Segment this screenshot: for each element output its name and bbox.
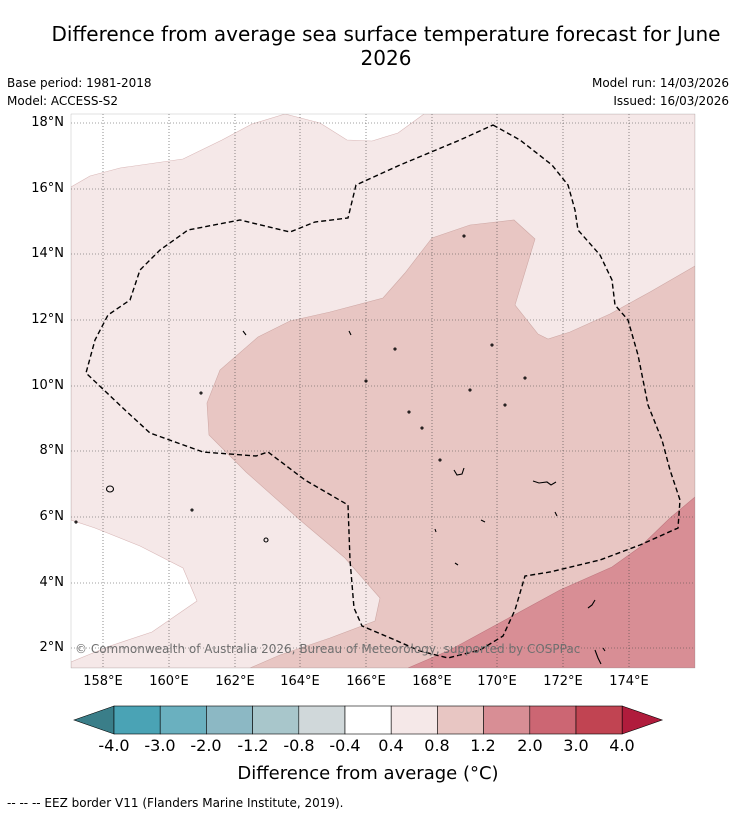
colorbar-segment (298, 705, 346, 735)
colorbar-label: 1.2 (470, 736, 496, 755)
lat-label-14N: 14°N (31, 246, 64, 261)
colorbar-label: 3.0 (563, 736, 589, 755)
plot-frame (70, 113, 696, 669)
colorbar-label: -4.0 (98, 736, 130, 755)
colorbar-segment (529, 705, 577, 735)
lat-label-18N: 18°N (31, 115, 64, 130)
lon-label-166E: 166°E (346, 674, 386, 689)
colorbar-segment (390, 705, 438, 735)
colorbar-label: 0.8 (424, 736, 450, 755)
lat-label-6N: 6°N (39, 509, 65, 524)
colorbar-label: -0.8 (283, 736, 315, 755)
region-anomaly-0.8-1.2 (206, 219, 695, 668)
lat-label-8N: 8°N (39, 443, 65, 458)
colorbar-segment (483, 705, 531, 735)
colorbar-segment (252, 705, 300, 735)
lat-label-4N: 4°N (39, 575, 65, 590)
colorbar-extend-low (73, 705, 115, 735)
colorbar-label: -0.4 (329, 736, 361, 755)
colorbar-segment (206, 705, 253, 735)
graticule (71, 114, 695, 668)
colorbar-segments (73, 705, 664, 735)
lon-label-168E: 168°E (412, 674, 452, 689)
colorbar-label: -2.0 (190, 736, 222, 755)
colorbar-label: 4.0 (609, 736, 635, 755)
lon-label-172E: 172°E (543, 674, 583, 689)
islands (74, 234, 606, 665)
lon-label-164E: 164°E (280, 674, 320, 689)
colorbar-segment (575, 705, 623, 735)
lon-label-174E: 174°E (609, 674, 649, 689)
meta-right: Model run: 14/03/2026 Issued: 16/03/2026 (592, 74, 729, 110)
colorbar-label: 2.0 (517, 736, 543, 755)
model-name: Model: ACCESS-S2 (7, 94, 119, 108)
lon-label-160E: 160°E (149, 674, 189, 689)
eez-legend-note: -- -- -- EEZ border V11 (Flanders Marine… (7, 796, 344, 810)
colorbar-segment (344, 705, 392, 735)
lon-label-158E: 158°E (83, 674, 123, 689)
colorbar-segment (437, 705, 484, 735)
colorbar-extend-high (621, 705, 664, 735)
lat-label-2N: 2°N (39, 640, 65, 655)
meta-left: Base period: 1981-2018 Model: ACCESS-S2 (7, 74, 152, 110)
lon-label-170E: 170°E (477, 674, 517, 689)
colorbar-label: -3.0 (144, 736, 176, 755)
colorbar-title: Difference from average (°C) (237, 763, 499, 784)
lat-label-12N: 12°N (31, 312, 64, 327)
issued-date: Issued: 16/03/2026 (613, 94, 729, 108)
lon-label-162E: 162°E (215, 674, 255, 689)
copyright-notice: © Commonwealth of Australia 2026, Bureau… (75, 642, 580, 656)
lat-label-16N: 16°N (31, 181, 64, 196)
colorbar-segment (159, 705, 207, 735)
colorbar-segment (113, 705, 161, 735)
chart-title: Difference from average sea surface temp… (51, 22, 721, 70)
base-period: Base period: 1981-2018 (7, 76, 152, 90)
lat-label-10N: 10°N (31, 378, 64, 393)
colorbar-label: -1.2 (237, 736, 269, 755)
model-run: Model run: 14/03/2026 (591, 76, 729, 90)
eez-border (85, 124, 681, 659)
region-anomaly-1.2-2.0 (407, 496, 695, 668)
colorbar-label: 0.4 (378, 736, 404, 755)
